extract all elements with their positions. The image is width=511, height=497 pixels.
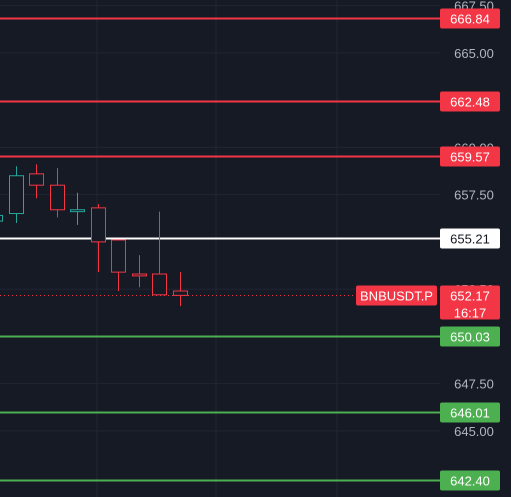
- last-price-label: 652.17: [450, 289, 490, 304]
- price-levels: [0, 17, 440, 482]
- price-level-label: 662.48: [450, 95, 490, 110]
- candle-body-up: [70, 209, 85, 213]
- y-tick-label: 657.50: [454, 188, 494, 203]
- candles: [0, 164, 188, 307]
- candle-body-down: [152, 273, 167, 296]
- price-level-tag-resistance: [440, 8, 500, 29]
- price-level-label: 659.57: [450, 150, 490, 165]
- y-tick-label: 645.00: [454, 424, 494, 439]
- candle-body-down: [132, 273, 147, 277]
- price-level-tag-support: [440, 326, 500, 347]
- horizontal-grid: [0, 5, 440, 432]
- symbol-tag: [356, 285, 437, 306]
- candle-body-up: [0, 214, 3, 222]
- candle-body-up: [9, 175, 24, 215]
- candle-countdown-label: 16:17: [454, 306, 487, 321]
- price-level-tag-resistance: [440, 146, 500, 167]
- price-level-label: 655.21: [450, 232, 490, 247]
- price-level-label: 650.03: [450, 330, 490, 345]
- grid: [96, 0, 338, 497]
- candle-body-down: [173, 290, 188, 296]
- price-level-label: 646.01: [450, 406, 490, 421]
- y-tick-label: 647.50: [454, 377, 494, 392]
- symbol-label: BNBUSDT.P: [360, 289, 433, 304]
- price-level-label: 642.40: [450, 474, 490, 489]
- price-level-tag-resistance: [440, 91, 500, 112]
- price-level-tags: 666.84 662.48 659.57 655.21 650.03 646.01 642.…: [440, 8, 500, 491]
- candle-body-down: [111, 239, 126, 273]
- last-price-tags: BNBUSDT.P 652.17 16:17: [356, 285, 500, 321]
- price-level-tag-support: [440, 470, 500, 491]
- price-level-tag-pivot: [440, 228, 500, 249]
- price-level-label: 666.84: [450, 12, 490, 27]
- candle-body-down: [29, 173, 44, 186]
- candle-body-down: [91, 207, 106, 243]
- candle-body-down: [50, 184, 65, 211]
- y-tick-label: 665.00: [454, 46, 494, 61]
- last-price-tag: [440, 285, 500, 320]
- price-level-tag-support: [440, 402, 500, 423]
